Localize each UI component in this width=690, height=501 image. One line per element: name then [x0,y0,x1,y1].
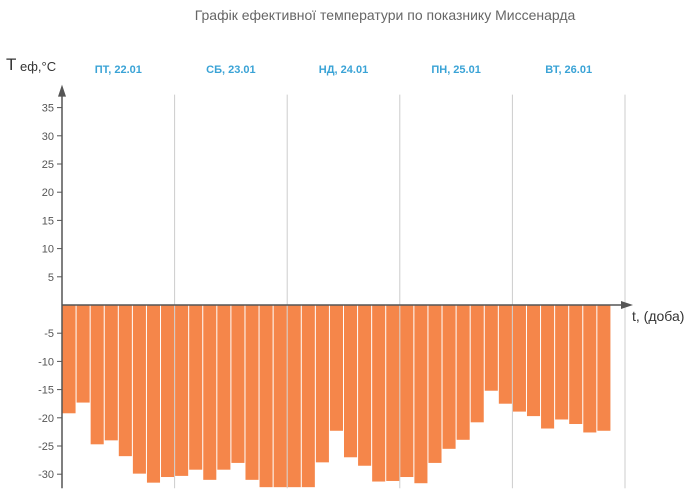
bar [90,305,104,445]
bar [315,305,329,463]
day-label: ВТ, 26.01 [545,64,592,76]
bar [456,305,470,440]
y-tick-label: 15 [42,215,54,227]
bar [189,305,203,470]
day-label: НД, 24.01 [319,64,368,76]
day-label: ПТ, 22.01 [95,64,142,76]
bar [372,305,386,482]
bar [555,305,569,420]
grid [174,94,626,489]
bar [259,305,273,488]
bar [414,305,428,484]
y-tick-label: 5 [48,272,54,284]
y-tick-label: 35 [42,103,54,115]
y-tick-label: -20 [38,413,54,425]
bar [569,305,583,425]
bar [132,305,146,474]
bar [245,305,259,480]
bar [597,305,611,431]
bar [104,305,118,441]
bar [161,305,175,478]
bar [217,305,231,470]
x-axis-arrow [621,301,633,309]
bar [146,305,161,483]
bar [301,305,315,488]
bars [62,305,611,488]
bar [470,305,484,423]
bar [386,305,400,481]
bar [62,305,76,414]
y-tick-label: -25 [38,441,54,453]
bar [76,305,90,403]
y-tick-label: -30 [38,469,54,481]
bar [400,305,414,478]
y-axis-label-sub: еф,°С [20,59,56,74]
bar [484,305,498,391]
day-label: ПН, 25.01 [431,64,481,76]
bar [583,305,597,433]
bar [428,305,442,463]
bar [273,305,287,488]
bar [541,305,555,429]
y-tick-label: 10 [42,244,54,256]
y-tick-label: 30 [42,131,54,143]
y-tick-label: -5 [44,328,54,340]
day-labels: ПТ, 22.01 СБ, 23.01 НД, 24.01 ПН, 25.01 ВТ, … [95,64,592,76]
y-axis-label: T [6,55,16,74]
y-tick-label: 25 [42,159,54,171]
bar [287,305,301,488]
bar [526,305,541,417]
y-tick-label: 20 [42,187,54,199]
x-axis-label: t, (доба) [632,308,684,324]
day-label: СБ, 23.01 [206,64,256,76]
axes [57,84,633,489]
chart-title: Графік ефективної температури по показни… [195,7,576,23]
bar [358,305,372,466]
bar [512,305,526,412]
bar [329,305,343,431]
bar [442,305,456,449]
y-tick-label: -10 [38,356,54,368]
bar [498,305,512,404]
bar [175,305,189,476]
bar [203,305,217,480]
y-tick-label: -15 [38,385,54,397]
bar [344,305,358,458]
y-axis-arrow [58,84,66,97]
bar [118,305,132,457]
y-tick-labels: 35 30 25 20 15 10 5 -5 -10 -15 -20 -25 -30 [38,103,54,482]
bar [231,305,245,463]
